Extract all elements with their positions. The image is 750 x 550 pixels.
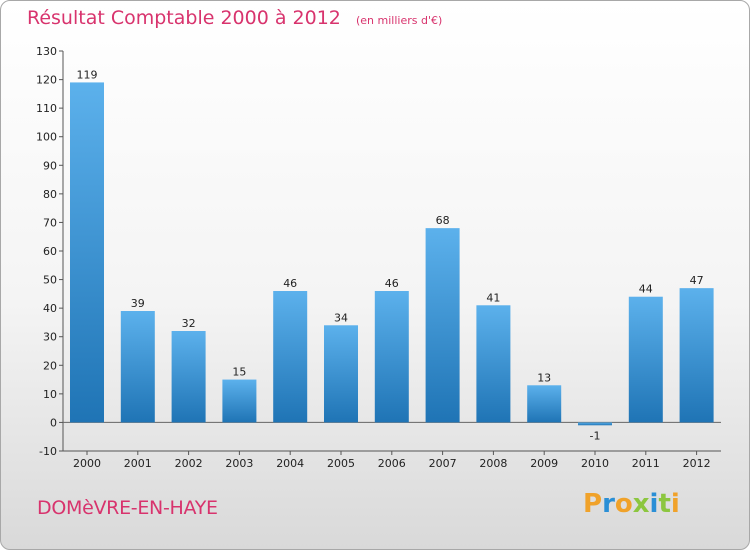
logo-letter: i	[649, 489, 659, 519]
data-label: 44	[639, 283, 653, 296]
x-tick-label: 2011	[632, 457, 660, 470]
bar	[374, 291, 409, 423]
place-name: DOMèVRE-EN-HAYE	[37, 497, 218, 519]
y-tick-label: 100	[36, 131, 57, 144]
bar	[527, 385, 562, 423]
x-tick-label: 2012	[683, 457, 711, 470]
x-tick-label: 2003	[225, 457, 253, 470]
logo-letter: t	[658, 489, 671, 519]
y-tick-label: 40	[43, 302, 57, 315]
y-tick-label: 130	[36, 45, 57, 58]
x-tick-label: 2008	[479, 457, 507, 470]
bar	[324, 325, 358, 423]
data-label: 119	[77, 68, 98, 81]
chart-title: Résultat Comptable 2000 à 2012	[27, 7, 341, 29]
y-tick-label: 90	[43, 159, 57, 172]
title-row: Résultat Comptable 2000 à 2012 (en milli…	[27, 7, 442, 29]
x-tick-label: 2001	[124, 457, 152, 470]
data-label: 13	[537, 371, 551, 384]
data-label: 46	[283, 277, 297, 290]
x-tick-label: 2010	[581, 457, 609, 470]
y-tick-label: 80	[43, 188, 57, 201]
x-tick-label: 2002	[175, 457, 203, 470]
logo-letter: o	[614, 489, 633, 519]
y-tick-label: 0	[50, 416, 57, 429]
proxiti-logo: Proxiti	[583, 489, 680, 519]
x-tick-label: 2000	[73, 457, 101, 470]
chart-labels: 2000 119 2001 39 2002 32 2003 15 2004 46 2005 34 200…	[73, 68, 711, 470]
y-tick-label: 110	[36, 102, 57, 115]
bar	[273, 291, 308, 423]
data-label: 47	[690, 274, 704, 287]
bar	[679, 288, 714, 423]
data-label: 68	[436, 214, 450, 227]
data-label: -1	[590, 429, 601, 442]
x-tick-label: 2009	[530, 457, 558, 470]
data-label: 15	[232, 366, 246, 379]
y-tick-label: 70	[43, 216, 57, 229]
bar	[171, 331, 206, 423]
logo-letter: i	[670, 489, 680, 519]
bar	[476, 305, 511, 423]
logo-letter: r	[602, 489, 615, 519]
bar	[120, 311, 155, 423]
y-tick-label: 30	[43, 331, 57, 344]
bar	[70, 82, 104, 423]
data-label: 34	[334, 311, 348, 324]
bar	[578, 422, 612, 426]
y-tick-label: 10	[43, 388, 57, 401]
y-tick-label: 60	[43, 245, 57, 258]
x-tick-label: 2004	[276, 457, 304, 470]
data-label: 41	[486, 291, 500, 304]
y-tick-label: -10	[39, 445, 57, 458]
logo-letter: P	[583, 489, 603, 519]
y-tick-label: 20	[43, 359, 57, 372]
data-label: 39	[131, 297, 145, 310]
bar	[628, 296, 663, 423]
data-label: 32	[182, 317, 196, 330]
x-tick-label: 2006	[378, 457, 406, 470]
logo-letter: x	[632, 489, 650, 519]
x-tick-label: 2005	[327, 457, 355, 470]
x-tick-label: 2007	[429, 457, 457, 470]
y-tick-label: 120	[36, 74, 57, 87]
bar	[222, 379, 257, 423]
chart-subtitle: (en milliers d'€)	[355, 14, 443, 27]
y-tick-label: 50	[43, 274, 57, 287]
chart-bars	[70, 82, 714, 426]
bar	[425, 228, 460, 423]
data-label: 46	[385, 277, 399, 290]
